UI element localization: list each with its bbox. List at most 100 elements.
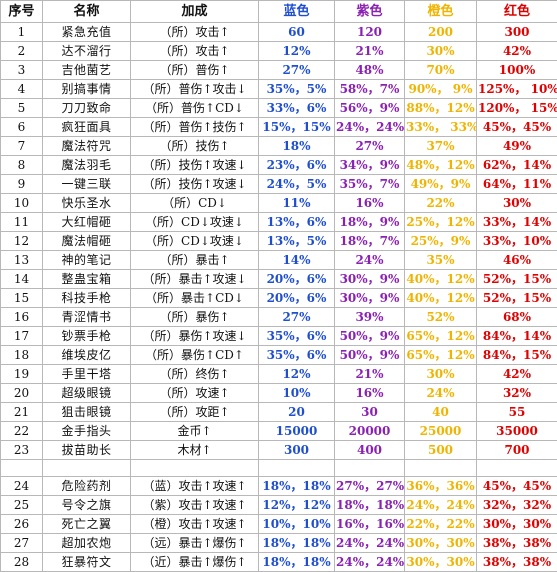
row-purple-value: 50%，9% xyxy=(335,346,405,365)
row-id-cell: 12 xyxy=(1,232,43,251)
row-red-value: 68% xyxy=(477,308,557,327)
row-name-cell: 钞票手枪 xyxy=(43,327,131,346)
row-red-value: 42% xyxy=(477,365,557,384)
row-id-cell: 11 xyxy=(1,213,43,232)
row-orange-value: 30% xyxy=(405,42,477,61)
row-id-cell: 10 xyxy=(1,194,43,213)
row-id-cell: 23 xyxy=(1,441,43,460)
row-bonus-cell: （所）CD↓攻速↓ xyxy=(131,213,259,232)
row-red-value: 38%，38% xyxy=(477,534,557,553)
row-bonus-cell: （所）暴击↑ xyxy=(131,251,259,270)
row-purple-value: 39% xyxy=(335,308,405,327)
header-red: 红色 xyxy=(477,1,557,23)
row-red-value: 35000 xyxy=(477,422,557,441)
spacer-cell xyxy=(259,460,335,477)
row-purple-value: 27% xyxy=(335,137,405,156)
row-id-cell: 9 xyxy=(1,175,43,194)
row-name-cell: 魔法符咒 xyxy=(43,137,131,156)
header-name: 名称 xyxy=(43,1,131,23)
row-red-value: 46% xyxy=(477,251,557,270)
row-orange-value: 25%，9% xyxy=(405,232,477,251)
row-orange-value: 500 xyxy=(405,441,477,460)
spacer-cell xyxy=(43,460,131,477)
row-name-cell: 危险药剂 xyxy=(43,477,131,496)
row-orange-value: 36%，36% xyxy=(405,477,477,496)
row-purple-value: 16% xyxy=(335,384,405,403)
row-purple-value: 50%，9% xyxy=(335,327,405,346)
row-id-cell: 26 xyxy=(1,515,43,534)
row-id-cell: 25 xyxy=(1,496,43,515)
row-purple-value: 24%，24% xyxy=(335,553,405,572)
row-bonus-cell: （所）攻速↑ xyxy=(131,384,259,403)
row-id-cell: 13 xyxy=(1,251,43,270)
row-orange-value: 30%，30% xyxy=(405,553,477,572)
row-name-cell: 大红帽砸 xyxy=(43,213,131,232)
row-purple-value: 48% xyxy=(335,61,405,80)
row-orange-value: 25000 xyxy=(405,422,477,441)
row-red-value: 45%，45% xyxy=(477,118,557,137)
row-bonus-cell: （所）攻击↑ xyxy=(131,42,259,61)
row-blue-value: 23%，6% xyxy=(259,156,335,175)
row-bonus-cell: （所）暴伤↑ xyxy=(131,308,259,327)
row-blue-value: 20%，6% xyxy=(259,289,335,308)
row-red-value: 700 xyxy=(477,441,557,460)
row-name-cell: 手里干塔 xyxy=(43,365,131,384)
row-orange-value: 40%，12% xyxy=(405,270,477,289)
row-name-cell: 达不溜行 xyxy=(43,42,131,61)
row-red-value: 30% xyxy=(477,194,557,213)
row-purple-value: 21% xyxy=(335,42,405,61)
row-red-value: 120%， 15% xyxy=(477,99,557,118)
row-bonus-cell: （所）暴击↑CD↓ xyxy=(131,289,259,308)
row-blue-value: 20 xyxy=(259,403,335,422)
row-name-cell: 魔法帽砸 xyxy=(43,232,131,251)
row-red-value: 84%，15% xyxy=(477,346,557,365)
row-bonus-cell: （所）技伤↑ xyxy=(131,137,259,156)
row-name-cell: 刀刀致命 xyxy=(43,99,131,118)
row-bonus-cell: （所）终伤↑ xyxy=(131,365,259,384)
row-name-cell: 狙击眼镜 xyxy=(43,403,131,422)
row-purple-value: 18%，9% xyxy=(335,213,405,232)
row-orange-value: 24%，24% xyxy=(405,496,477,515)
row-blue-value: 14% xyxy=(259,251,335,270)
row-purple-value: 16% xyxy=(335,194,405,213)
row-id-cell: 5 xyxy=(1,99,43,118)
row-id-cell: 18 xyxy=(1,346,43,365)
row-bonus-cell: （所）暴击↑攻速↓ xyxy=(131,270,259,289)
row-name-cell: 吉他菌艺 xyxy=(43,61,131,80)
row-bonus-cell: （近）暴击↑爆伤↑ xyxy=(131,553,259,572)
row-bonus-cell: （所）攻击↑ xyxy=(131,23,259,42)
row-purple-value: 24% xyxy=(335,251,405,270)
row-name-cell: 超级眼镜 xyxy=(43,384,131,403)
row-name-cell: 神的笔记 xyxy=(43,251,131,270)
row-orange-value: 48%，12% xyxy=(405,156,477,175)
row-id-cell: 20 xyxy=(1,384,43,403)
row-orange-value: 40%，12% xyxy=(405,289,477,308)
row-blue-value: 18%，18% xyxy=(259,534,335,553)
row-blue-value: 12% xyxy=(259,42,335,61)
row-name-cell: 狂暴符文 xyxy=(43,553,131,572)
row-red-value: 33%，14% xyxy=(477,213,557,232)
row-blue-value: 18%，18% xyxy=(259,477,335,496)
row-blue-value: 13%，6% xyxy=(259,213,335,232)
row-id-cell: 2 xyxy=(1,42,43,61)
row-blue-value: 27% xyxy=(259,308,335,327)
row-blue-value: 35%，6% xyxy=(259,346,335,365)
row-id-cell: 24 xyxy=(1,477,43,496)
row-orange-value: 22% xyxy=(405,194,477,213)
spacer-cell xyxy=(405,460,477,477)
